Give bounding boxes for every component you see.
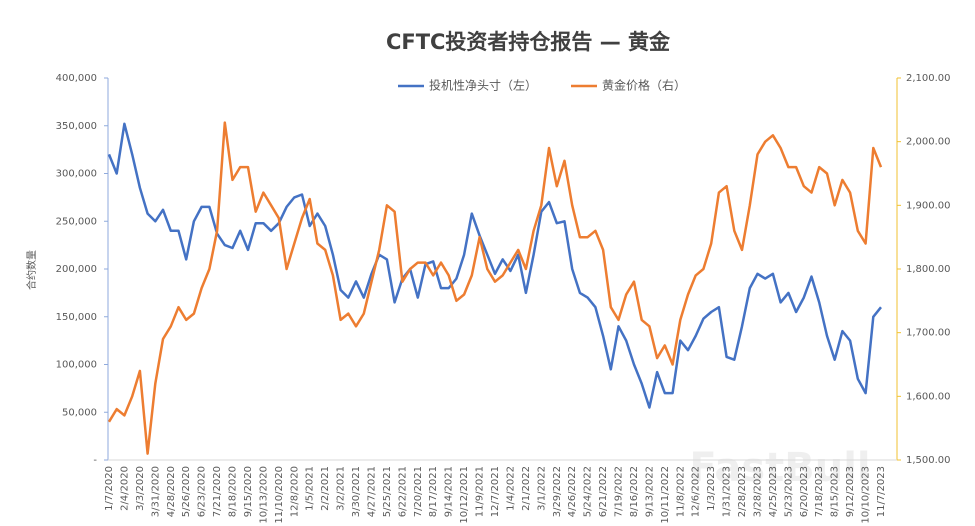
x-tick-label: 1/7/2020 xyxy=(104,466,115,511)
x-tick-label: 7/19/2022 xyxy=(614,466,625,517)
x-tick-label: 8/16/2022 xyxy=(629,466,640,517)
x-tick-label: 9/15/2020 xyxy=(243,466,254,517)
x-tick-label: 8/15/2023 xyxy=(830,466,841,517)
series-line xyxy=(107,121,883,455)
series-line xyxy=(107,122,882,409)
x-tick-label: 9/13/2022 xyxy=(644,466,655,517)
y2-tick-label: 1,600.00 xyxy=(906,391,951,402)
y-tick-label: 50,000 xyxy=(62,407,97,418)
x-tick-label: 2/1/2022 xyxy=(521,466,532,511)
y2-tick-label: 1,800.00 xyxy=(906,264,951,275)
x-tick-label: 3/28/2023 xyxy=(752,466,763,517)
y-tick-label: 250,000 xyxy=(56,216,97,227)
x-tick-label: 3/1/2022 xyxy=(536,466,547,511)
x-tick-label: 3/31/2020 xyxy=(150,466,161,517)
x-tick-label: 6/20/2023 xyxy=(799,466,810,517)
y2-tick-label: 2,100.00 xyxy=(906,73,951,84)
x-tick-label: 2/4/2020 xyxy=(119,466,130,511)
y-tick-label: 300,000 xyxy=(56,169,97,180)
x-tick-label: 10/11/2022 xyxy=(660,466,671,524)
y-tick-label: 350,000 xyxy=(56,121,97,132)
x-tick-label: 11/7/2023 xyxy=(876,466,887,517)
x-tick-label: 10/10/2023 xyxy=(861,466,872,524)
x-tick-label: 12/8/2020 xyxy=(289,466,300,517)
x-tick-label: 3/2/2021 xyxy=(336,466,347,511)
y2-tick-label: 1,700.00 xyxy=(906,328,951,339)
x-tick-label: 4/28/2020 xyxy=(166,466,177,517)
x-tick-label: 5/23/2023 xyxy=(783,466,794,517)
y2-tick-label: 2,000.00 xyxy=(906,137,951,148)
x-tick-label: 11/8/2022 xyxy=(675,466,686,517)
x-tick-label: 3/29/2022 xyxy=(552,466,563,517)
chart-title: CFTC投资者持仓报告 — 黄金 xyxy=(386,30,671,54)
x-tick-label: 11/10/2020 xyxy=(274,466,285,524)
x-tick-label: 6/22/2021 xyxy=(397,466,408,517)
watermark: FastBull xyxy=(689,445,870,491)
y2-tick-label: 1,500.00 xyxy=(906,455,951,466)
x-tick-label: 5/25/2021 xyxy=(382,466,393,517)
y-tick-label: 400,000 xyxy=(56,73,97,84)
x-tick-label: 9/14/2021 xyxy=(444,466,455,517)
x-tick-label: 1/4/2022 xyxy=(505,466,516,511)
y-tick-label: - xyxy=(93,455,97,466)
x-tick-label: 4/27/2021 xyxy=(366,466,377,517)
x-tick-label: 4/25/2023 xyxy=(768,466,779,517)
x-tick-label: 2/28/2023 xyxy=(737,466,748,517)
x-tick-label: 1/31/2023 xyxy=(722,466,733,517)
legend-label: 投机性净头寸（左） xyxy=(429,78,537,93)
x-tick-label: 5/26/2020 xyxy=(181,466,192,517)
y-axis-title: 合约数量 xyxy=(25,250,38,290)
y2-tick-label: 1,900.00 xyxy=(906,200,951,211)
x-tick-label: 12/6/2022 xyxy=(691,466,702,517)
y-tick-label: 150,000 xyxy=(56,312,97,323)
x-tick-label: 7/18/2023 xyxy=(814,466,825,517)
x-tick-label: 7/21/2020 xyxy=(212,466,223,517)
y-tick-label: 200,000 xyxy=(56,264,97,275)
x-tick-label: 8/18/2020 xyxy=(228,466,239,517)
x-tick-label: 9/12/2023 xyxy=(845,466,856,517)
x-tick-label: 2/2/2021 xyxy=(320,466,331,511)
x-tick-label: 4/26/2022 xyxy=(567,466,578,517)
x-tick-label: 10/13/2020 xyxy=(258,466,269,524)
x-tick-label: 10/12/2021 xyxy=(459,466,470,524)
legend-label: 黄金价格（右） xyxy=(602,78,686,93)
x-tick-label: 7/20/2021 xyxy=(413,466,424,517)
x-tick-label: 3/3/2020 xyxy=(135,466,146,511)
x-tick-label: 3/30/2021 xyxy=(351,466,362,517)
x-tick-label: 8/17/2021 xyxy=(428,466,439,517)
x-tick-label: 12/7/2021 xyxy=(490,466,501,517)
x-tick-label: 11/9/2021 xyxy=(475,466,486,517)
x-tick-label: 6/21/2022 xyxy=(598,466,609,517)
x-tick-label: 5/24/2022 xyxy=(583,466,594,517)
x-tick-label: 1/3/2023 xyxy=(706,466,717,511)
x-tick-label: 1/5/2021 xyxy=(305,466,316,511)
x-tick-label: 6/23/2020 xyxy=(197,466,208,517)
y-tick-label: 100,000 xyxy=(56,360,97,371)
